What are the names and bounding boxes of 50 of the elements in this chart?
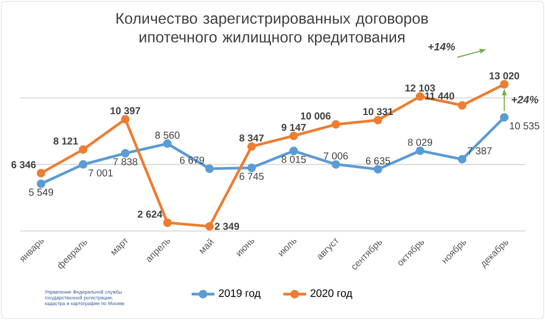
point bbox=[78, 145, 88, 154]
point bbox=[205, 164, 214, 173]
data-label: 7 001 bbox=[88, 169, 113, 176]
data-label: 8 029 bbox=[408, 138, 432, 146]
data-label: 6 346 bbox=[11, 161, 36, 168]
point bbox=[163, 218, 172, 227]
data-label: 12 103 bbox=[405, 84, 435, 92]
data-label: 10 006 bbox=[300, 112, 331, 120]
point bbox=[205, 222, 214, 231]
text: +14% bbox=[428, 42, 455, 50]
data-label: 2 624 bbox=[138, 210, 162, 218]
point bbox=[374, 165, 382, 174]
point bbox=[416, 146, 424, 156]
data-label: 7 838 bbox=[113, 158, 138, 166]
data-label: 8 560 bbox=[155, 132, 180, 139]
point bbox=[247, 142, 256, 151]
point bbox=[163, 139, 172, 148]
point bbox=[374, 116, 382, 124]
point bbox=[416, 92, 424, 101]
data-label: 10 397 bbox=[110, 107, 140, 114]
legend-label: 2020 год bbox=[310, 289, 352, 299]
data-label: 9 147 bbox=[282, 124, 306, 131]
point bbox=[121, 114, 130, 124]
data-label: 8 121 bbox=[54, 137, 78, 145]
data-label: 6 745 bbox=[240, 172, 264, 180]
point bbox=[36, 179, 46, 188]
data-label: 8 347 bbox=[239, 134, 264, 142]
point bbox=[121, 149, 130, 158]
data-label: 2 349 bbox=[214, 222, 240, 230]
chart-title: Количество зарегистрированных договоров ипотечного жилищного кредитования bbox=[116, 13, 428, 46]
point bbox=[78, 160, 88, 169]
point bbox=[500, 113, 509, 122]
point bbox=[36, 168, 46, 178]
data-label: 10 331 bbox=[363, 108, 393, 116]
point bbox=[458, 155, 466, 164]
data-label: 7 006 bbox=[324, 152, 348, 160]
point bbox=[332, 120, 340, 129]
point bbox=[289, 132, 298, 140]
annotation: +24% bbox=[512, 96, 538, 104]
point bbox=[289, 146, 298, 156]
data-label: 5 549 bbox=[28, 188, 54, 196]
data-label: 10 535 bbox=[510, 122, 540, 130]
point bbox=[247, 164, 256, 172]
data-label: 8 015 bbox=[282, 156, 306, 163]
data-label: 13 020 bbox=[490, 72, 520, 80]
data-label: 6 635 bbox=[366, 157, 390, 164]
point bbox=[332, 160, 340, 169]
point bbox=[500, 80, 509, 89]
legend-label: 2019 год bbox=[218, 289, 260, 299]
point bbox=[458, 101, 466, 110]
